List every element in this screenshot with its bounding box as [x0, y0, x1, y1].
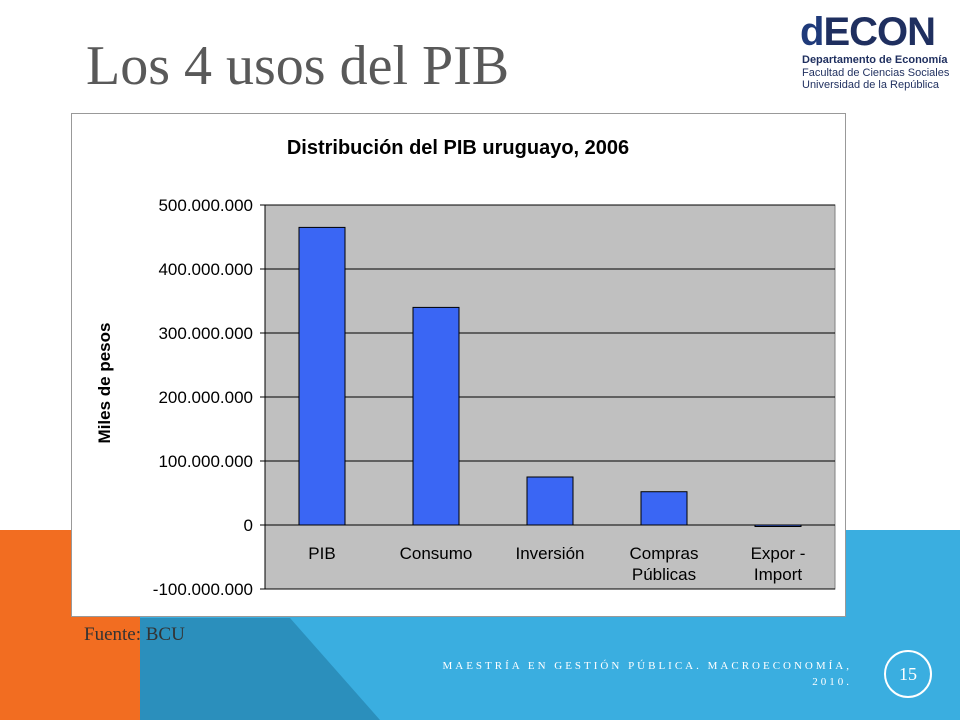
y-tick-label: 100.000.000 — [158, 452, 253, 471]
logo-mark-d: d — [800, 10, 824, 54]
x-tick-label: PIB — [308, 544, 335, 563]
y-axis-label: Miles de pesos — [95, 323, 114, 444]
chart-box: Distribución del PIB uruguayo, 2006 500.0… — [71, 113, 846, 617]
y-tick-label: 400.000.000 — [158, 260, 253, 279]
dark-blue-band — [140, 618, 380, 720]
y-tick-label: 300.000.000 — [158, 324, 253, 343]
x-tick-label: Consumo — [400, 544, 473, 563]
x-tick-label: Import — [754, 565, 802, 584]
source-note: Fuente: BCU — [84, 624, 185, 645]
logo-line-1: Departamento de Economía — [802, 54, 948, 66]
bar-0 — [298, 226, 346, 526]
footer-text-line-2: 2010. — [812, 676, 852, 688]
x-tick-label: Inversión — [516, 544, 585, 563]
x-tick-label: Públicas — [632, 565, 696, 584]
slide-title: Los 4 usos del PIB — [86, 35, 510, 97]
x-tick-label: Compras — [630, 544, 699, 563]
chart-title: Distribución del PIB uruguayo, 2006 — [287, 137, 629, 159]
logo-line-3: Universidad de la República — [802, 79, 939, 91]
logo-mark-rest: ECON — [823, 10, 936, 54]
y-tick-label: -100.000.000 — [153, 580, 253, 599]
bar-1 — [412, 306, 460, 526]
bar-3 — [640, 491, 688, 526]
page-number: 15 — [884, 650, 932, 698]
logo-line-2: Facultad de Ciencias Sociales — [802, 67, 950, 79]
decon-logo: dECON Departamento de Economía Facultad … — [800, 12, 950, 92]
x-tick-label: Expor - — [751, 544, 806, 563]
bar-chart: Distribución del PIB uruguayo, 2006 500.0… — [95, 137, 836, 599]
y-tick-label: 500.000.000 — [158, 196, 253, 215]
bar-4 — [754, 524, 802, 527]
y-tick-label: 200.000.000 — [158, 388, 253, 407]
footer-text-line-1: MAESTRÍA EN GESTIÓN PÚBLICA. MACROECONOM… — [442, 660, 852, 672]
bar-2 — [526, 476, 574, 526]
logo-mark: dECON — [800, 10, 936, 54]
y-tick-label: 0 — [244, 516, 253, 535]
